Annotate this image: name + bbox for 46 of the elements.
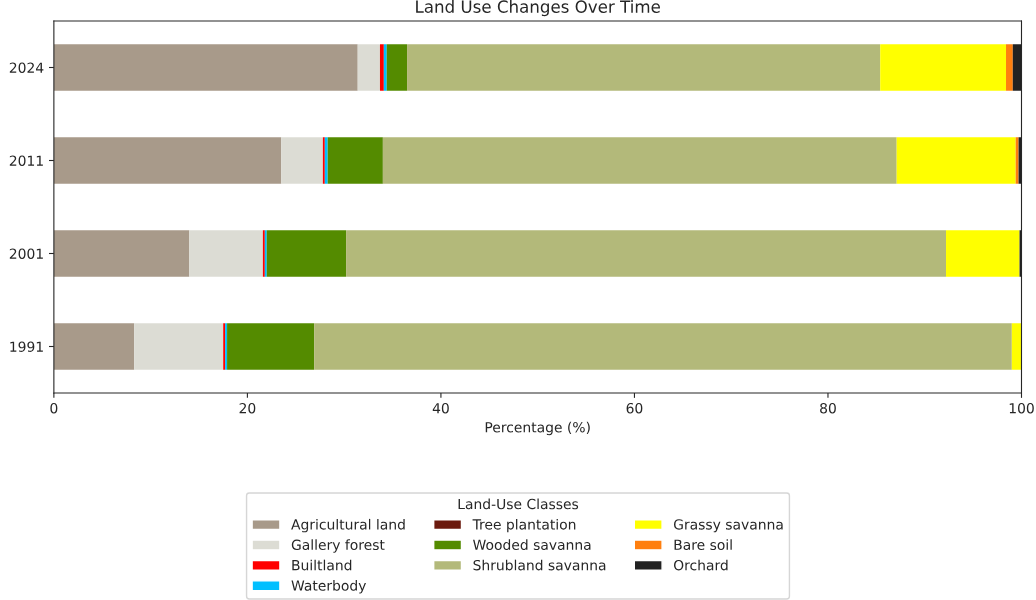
bar [134, 323, 224, 370]
bar [382, 137, 897, 184]
bar [896, 137, 1016, 184]
legend-label: Shrubland savanna [473, 559, 606, 571]
x-tick-label: 80 [820, 402, 836, 414]
bar [227, 323, 315, 370]
legend-title: Land-Use Classes [458, 498, 579, 510]
y-tick-label: 2024 [9, 62, 44, 73]
legend-label: Builtland [292, 559, 352, 571]
bar [53, 323, 135, 370]
bar [327, 137, 383, 184]
bar [357, 44, 380, 91]
x-tick-label: 60 [626, 402, 643, 414]
legend-label: Bare soil [674, 539, 732, 551]
y-tick-label: 1991 [10, 341, 43, 352]
bar [880, 44, 1007, 91]
bar [386, 44, 408, 91]
bar [1011, 323, 1022, 370]
chart-title: Land Use Changes Over Time [416, 0, 660, 17]
legend-label: Agricultural land [291, 518, 405, 533]
y-tick-label: 2001 [9, 248, 43, 259]
legend-label: Tree plantation [472, 518, 576, 533]
legend-label: Waterbody [291, 580, 366, 594]
bar [53, 230, 190, 277]
x-axis-title: Percentage (%) [485, 421, 590, 436]
bar [281, 137, 323, 184]
legend-label: Orchard [673, 559, 728, 571]
x-tick-label: 0 [50, 402, 58, 414]
legend-label: Grassy savanna [673, 519, 783, 533]
x-tick-label: 100 [1009, 402, 1034, 414]
bar [407, 44, 881, 91]
legend-label: Gallery forest [291, 539, 385, 553]
bar [346, 230, 947, 277]
bar [1006, 44, 1013, 91]
y-tick-label: 2011 [9, 155, 43, 166]
x-tick-label: 40 [432, 402, 449, 414]
bar [314, 323, 1012, 370]
bar [189, 230, 263, 277]
legend-label: Wooded savanna [473, 539, 591, 551]
bar [266, 230, 347, 277]
bar [53, 137, 282, 184]
bar [379, 44, 384, 91]
x-tick-label: 20 [239, 402, 256, 414]
bar [946, 230, 1020, 277]
bar [53, 44, 358, 91]
bar [383, 44, 387, 91]
